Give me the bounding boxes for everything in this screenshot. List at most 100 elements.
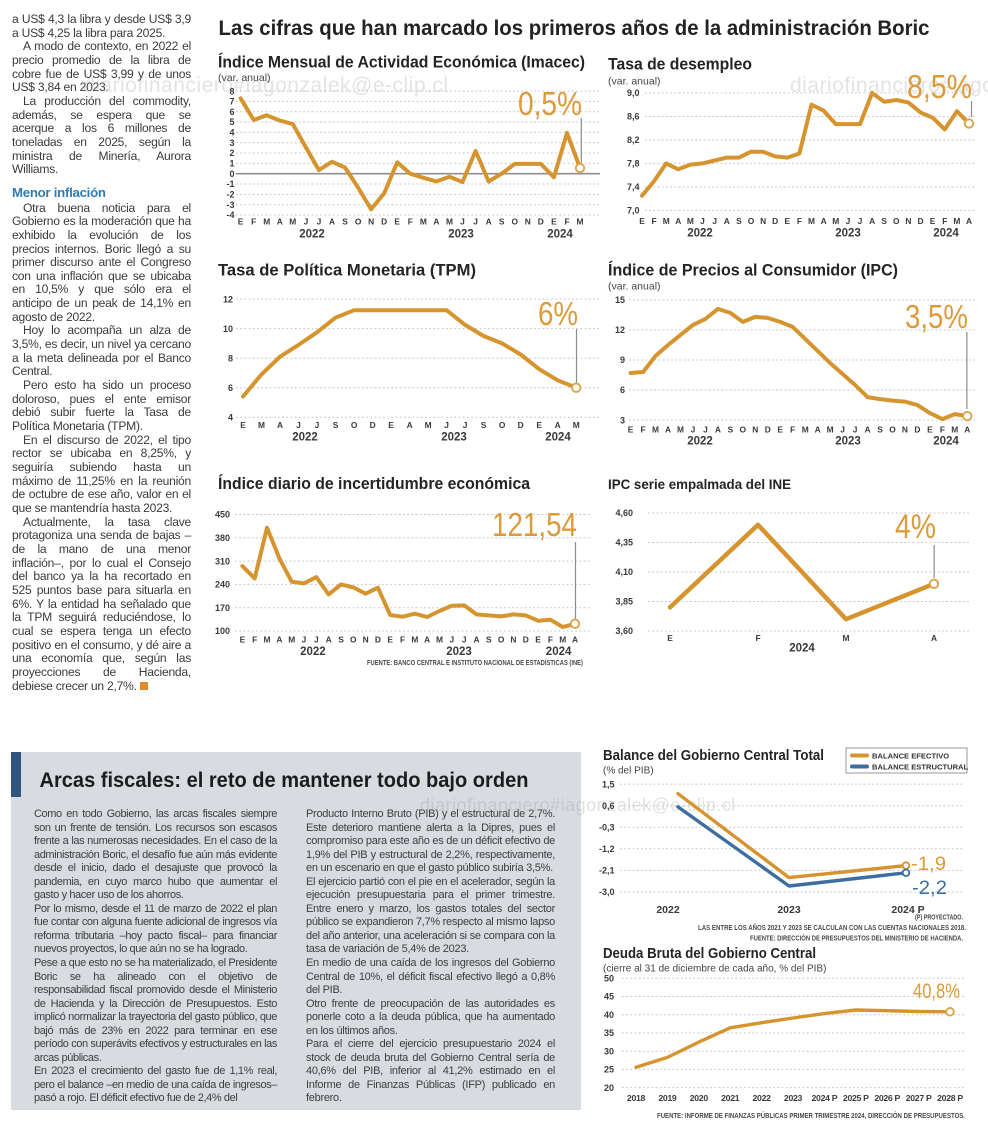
svg-text:J: J	[712, 216, 717, 226]
svg-text:-1,9: -1,9	[911, 854, 946, 875]
svg-text:M: M	[577, 216, 584, 226]
svg-text:D: D	[375, 634, 381, 644]
svg-text:S: S	[338, 634, 344, 644]
svg-text:M: M	[420, 216, 427, 226]
svg-text:(var. anual): (var. anual)	[608, 280, 661, 292]
svg-text:O: O	[748, 216, 755, 226]
svg-text:J: J	[460, 216, 465, 226]
svg-text:M: M	[446, 216, 453, 226]
svg-text:A: A	[555, 420, 561, 430]
svg-text:(P) PROYECTADO.: (P) PROYECTADO.	[915, 915, 963, 922]
svg-text:D: D	[518, 420, 524, 430]
svg-text:Índice Mensual de Actividad Ec: Índice Mensual de Actividad Económica (I…	[218, 53, 585, 72]
svg-text:25: 25	[604, 1065, 614, 1075]
svg-text:E: E	[240, 634, 246, 644]
svg-text:-1: -1	[226, 179, 234, 189]
svg-text:F: F	[400, 634, 405, 644]
svg-text:2024: 2024	[547, 229, 573, 241]
svg-text:4,10: 4,10	[615, 567, 633, 577]
svg-text:J: J	[463, 420, 468, 430]
svg-text:E: E	[240, 420, 246, 430]
svg-text:2022: 2022	[292, 432, 318, 444]
svg-text:2: 2	[229, 148, 234, 158]
svg-text:M: M	[263, 216, 270, 226]
svg-text:4,60: 4,60	[615, 508, 633, 518]
svg-text:(var. anual): (var. anual)	[608, 75, 661, 87]
svg-text:BALANCE EFECTIVO: BALANCE EFECTIVO	[872, 752, 949, 761]
svg-text:Índice diario de incertidumbre: Índice diario de incertidumbre económica	[218, 474, 531, 493]
svg-text:F: F	[942, 216, 947, 226]
svg-text:2023: 2023	[448, 229, 474, 241]
svg-text:2024 P: 2024 P	[891, 904, 924, 916]
svg-text:6: 6	[228, 383, 233, 393]
svg-text:J: J	[462, 634, 467, 644]
svg-text:E: E	[536, 420, 542, 430]
svg-text:M: M	[559, 634, 566, 644]
svg-text:M: M	[258, 420, 265, 430]
svg-text:-3,0: -3,0	[599, 887, 615, 897]
svg-text:F: F	[755, 633, 760, 643]
svg-text:2018: 2018	[627, 1093, 646, 1103]
svg-text:M: M	[663, 216, 670, 226]
svg-text:Deuda Bruta del Gobierno Centr: Deuda Bruta del Gobierno Central	[603, 946, 816, 962]
svg-text:E: E	[930, 216, 936, 226]
svg-text:M: M	[288, 634, 295, 644]
svg-text:J: J	[473, 216, 478, 226]
svg-text:5: 5	[229, 117, 234, 127]
svg-text:8,6: 8,6	[627, 112, 640, 122]
svg-text:170: 170	[215, 603, 230, 613]
svg-text:2024: 2024	[933, 227, 959, 239]
svg-text:Balance del Gobierno Central T: Balance del Gobierno Central Total	[603, 748, 824, 764]
svg-text:9: 9	[620, 355, 625, 365]
svg-text:-2,1: -2,1	[599, 866, 615, 876]
svg-text:2026 P: 2026 P	[874, 1093, 900, 1103]
svg-text:A: A	[715, 425, 721, 435]
svg-text:M: M	[264, 634, 271, 644]
svg-text:D: D	[381, 216, 387, 226]
svg-text:7: 7	[229, 97, 234, 107]
svg-text:2022: 2022	[300, 646, 326, 658]
svg-text:M: M	[652, 425, 659, 435]
svg-text:FUENTE: INFORME DE FINANZAS PÚ: FUENTE: INFORME DE FINANZAS PÚBLICAS PRI…	[657, 1111, 965, 1120]
svg-text:E: E	[777, 425, 783, 435]
svg-text:N: N	[752, 425, 758, 435]
svg-text:2023: 2023	[835, 227, 861, 239]
svg-text:M: M	[425, 420, 432, 430]
svg-text:2024 P: 2024 P	[812, 1093, 838, 1103]
svg-text:O: O	[511, 216, 518, 226]
svg-text:F: F	[652, 216, 657, 226]
svg-text:15: 15	[615, 295, 625, 305]
svg-text:10: 10	[223, 324, 233, 334]
svg-text:2021: 2021	[721, 1093, 740, 1103]
svg-text:240: 240	[215, 580, 230, 590]
svg-text:2027 P: 2027 P	[906, 1093, 932, 1103]
svg-text:4,35: 4,35	[615, 538, 633, 548]
svg-text:Las cifras que han marcado los: Las cifras que han marcado los primeros …	[219, 17, 930, 40]
svg-text:100: 100	[215, 626, 230, 636]
svg-text:F: F	[252, 634, 257, 644]
svg-text:(cierre al 31 de diciembre de: (cierre al 31 de diciembre de cada año, …	[603, 964, 826, 975]
svg-text:D: D	[765, 425, 771, 435]
svg-text:40: 40	[604, 1010, 614, 1020]
svg-text:A: A	[869, 216, 875, 226]
svg-text:A: A	[665, 425, 671, 435]
svg-text:2022: 2022	[687, 436, 713, 448]
svg-text:E: E	[394, 216, 400, 226]
svg-text:Tasa de desempleo: Tasa de desempleo	[608, 55, 752, 74]
svg-text:6: 6	[620, 385, 625, 395]
svg-text:3,60: 3,60	[615, 626, 633, 636]
svg-text:D: D	[370, 420, 376, 430]
svg-text:E: E	[535, 634, 541, 644]
svg-text:S: S	[486, 634, 492, 644]
svg-text:F: F	[548, 634, 553, 644]
svg-text:(% del PIB): (% del PIB)	[603, 766, 654, 777]
svg-text:A: A	[277, 216, 283, 226]
svg-text:6%: 6%	[538, 295, 578, 332]
svg-text:7,0: 7,0	[627, 206, 640, 216]
svg-text:A: A	[326, 634, 332, 644]
svg-text:S: S	[881, 216, 887, 226]
svg-text:-2,2: -2,2	[912, 878, 947, 899]
svg-text:4: 4	[228, 412, 233, 422]
svg-text:J: J	[846, 216, 851, 226]
svg-text:3,85: 3,85	[615, 597, 633, 607]
